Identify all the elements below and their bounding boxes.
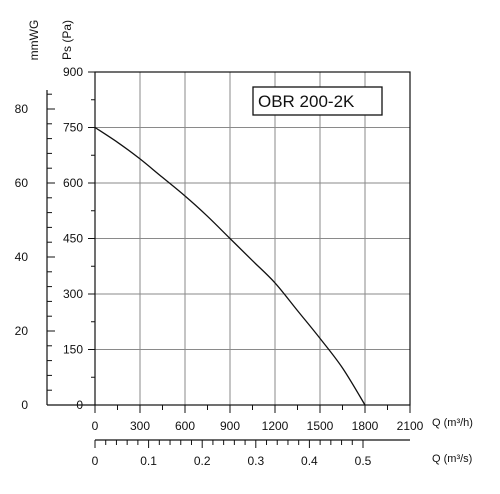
x-tick-label: 0 <box>92 419 99 433</box>
y-tick-label: 150 <box>63 343 83 357</box>
y2-tick-label: 0 <box>21 398 28 412</box>
grid <box>95 72 410 405</box>
x2-tick-label: 0.3 <box>247 454 264 468</box>
y-tick-label: 300 <box>63 287 83 301</box>
x-tick-label: 1800 <box>352 419 379 433</box>
y-tick-label: 750 <box>63 121 83 135</box>
y-axis-label: Ps (Pa) <box>60 20 74 60</box>
x-axis-label: Q (m³/h) <box>432 417 473 429</box>
x2-tick-label: 0.2 <box>194 454 211 468</box>
x-tick-label: 600 <box>175 419 195 433</box>
x-tick-label: 300 <box>130 419 150 433</box>
performance-curve <box>94 126 366 406</box>
y-tick-label: 0 <box>76 398 83 412</box>
model-label-box <box>252 86 383 116</box>
x-tick-label: 1500 <box>307 419 334 433</box>
axes <box>46 90 410 441</box>
x2-tick-label: 0.4 <box>301 454 318 468</box>
x-tick-label: 1200 <box>262 419 289 433</box>
x2-tick-label: 0.5 <box>355 454 372 468</box>
y-tick-label: 450 <box>63 232 83 246</box>
model-label: OBR 200-2K <box>252 86 383 116</box>
y-tick-label: 600 <box>63 176 83 190</box>
y2-tick-label: 40 <box>15 250 29 264</box>
x2-axis-label: Q (m³/s) <box>432 453 472 465</box>
y2-tick-label: 20 <box>15 324 29 338</box>
x2-tick-label: 0.1 <box>140 454 157 468</box>
y2-tick-label: 80 <box>15 102 29 116</box>
ticks: 0 300 600 900 1200 1500 1800 210001503004506007… <box>15 65 424 468</box>
y2-axis-label: mmWG <box>27 20 41 61</box>
y2-tick-label: 60 <box>15 176 29 190</box>
y-tick-label: 900 <box>63 65 83 79</box>
x-tick-label: 2100 <box>397 419 424 433</box>
x2-tick-label: 0 <box>92 454 99 468</box>
x-tick-label: 900 <box>220 419 240 433</box>
chart-title: OBR 200-2K <box>258 92 355 111</box>
